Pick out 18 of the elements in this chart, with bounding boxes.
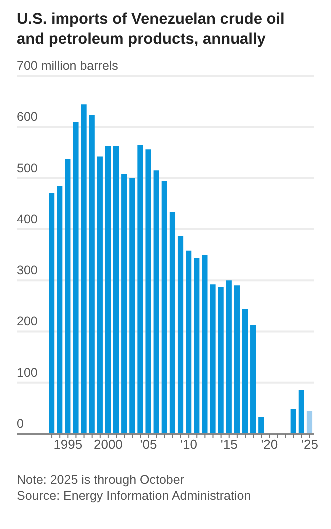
x-tick-label: '20 xyxy=(261,437,278,452)
x-tick-label: '25 xyxy=(301,437,318,452)
source-note: Source: Energy Information Administration xyxy=(17,488,252,504)
y-tick-label: 600 xyxy=(17,110,38,124)
x-tick-label: 1995 xyxy=(54,437,83,452)
x-tick-label: '15 xyxy=(220,437,238,452)
y-tick-label: 200 xyxy=(17,314,38,329)
x-tick-label: '10 xyxy=(180,437,198,452)
y-tick-label: 100 xyxy=(17,366,38,380)
y-tick-label: 700 million barrels xyxy=(17,59,118,73)
y-tick-label: 400 xyxy=(17,212,38,226)
y-tick-label: 300 xyxy=(17,264,38,278)
x-tick-label: 2000 xyxy=(94,437,123,452)
text: Note: 2025 is through October xyxy=(17,472,186,488)
x-tick-label: '05 xyxy=(140,437,158,452)
chart-title: U.S. imports of Venezuelan crude oil and petroleum products, annually xyxy=(16,10,286,50)
y-tick-label: 500 xyxy=(17,161,38,176)
y-tick-label: 0 xyxy=(17,417,24,431)
